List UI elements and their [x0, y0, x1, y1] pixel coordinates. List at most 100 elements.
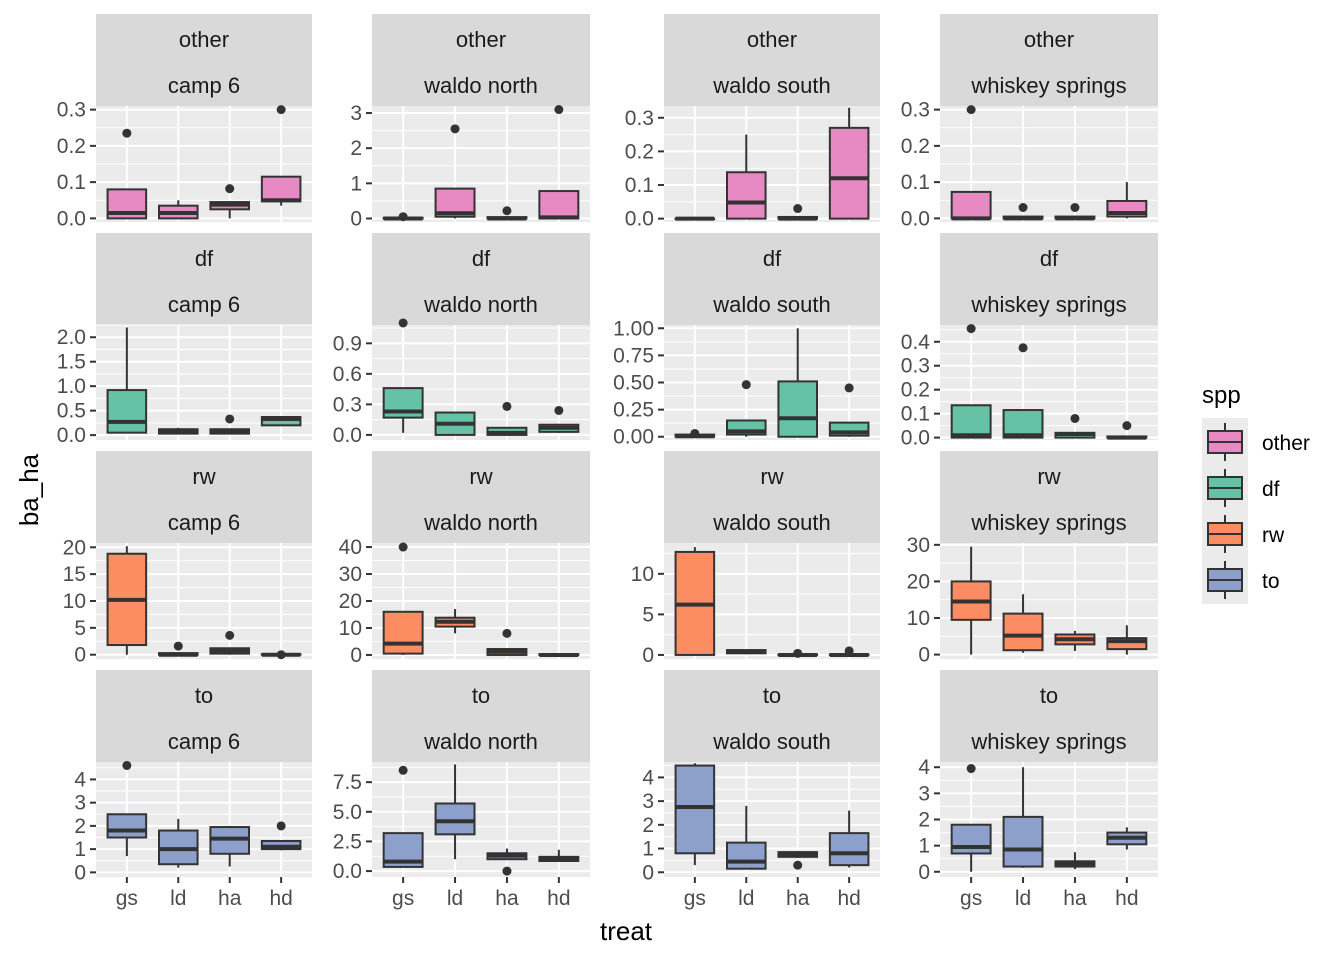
legend-item-to: to [1207, 561, 1280, 599]
boxplot-ha [209, 825, 251, 867]
boxplot-hd [538, 405, 580, 433]
boxplot-ld [726, 134, 767, 220]
x-tick-label: ld [1015, 887, 1031, 910]
x-tick-label: ha [786, 887, 810, 910]
y-tick-label: 5.0 [333, 801, 362, 824]
box-iqr [828, 126, 870, 220]
boxplot-hd [828, 383, 870, 437]
boxplot-hd [828, 107, 870, 220]
boxplot-ha [1054, 413, 1096, 439]
boxplot-ha [1054, 630, 1096, 651]
strip-label-spp: rw [469, 464, 492, 489]
boxplot-gs [674, 547, 716, 656]
strip-label-spp: other [456, 27, 506, 52]
facet-panel: df camp 6 0.00.51.01.52.0 [57, 233, 312, 447]
facet-panel: rw whiskey springs 0 10 20 30 [907, 451, 1158, 667]
boxplot-hd [538, 652, 580, 657]
y-tick-label: 1.0 [57, 375, 86, 398]
y-tick-label: 0.00 [613, 426, 654, 449]
outlier-point [1018, 343, 1028, 353]
y-tick-label: 0.6 [333, 363, 362, 386]
outlier-point [398, 542, 408, 552]
facet-panel: rw waldo north 0 10 20 30 40 [339, 451, 590, 667]
strip-label-site: whiskey springs [970, 729, 1126, 754]
outlier-point [276, 105, 286, 115]
box-iqr [260, 175, 302, 203]
outlier-point [502, 401, 512, 411]
y-tick-label: 0 [642, 644, 654, 667]
strip-label-site: whiskey springs [970, 292, 1126, 317]
strip-label-spp: to [763, 683, 781, 708]
boxplot-gs [382, 212, 424, 222]
y-tick-label: 0.1 [901, 171, 930, 194]
box-iqr [777, 380, 819, 438]
strip-label-site: waldo south [712, 73, 830, 98]
boxplot-hd [1106, 625, 1148, 655]
y-tick-label: 10 [907, 607, 930, 630]
box-iqr [434, 802, 476, 836]
box-iqr [950, 404, 992, 439]
strip-label-spp: df [472, 246, 491, 271]
x-tick-label: gs [960, 887, 982, 910]
boxplot-gs [950, 105, 992, 221]
strip-label-spp: to [472, 683, 490, 708]
y-axis-title: ba_ha [14, 453, 44, 526]
strip-label-spp: rw [760, 464, 783, 489]
x-tick-label: ha [1063, 887, 1087, 910]
x-tick-label: gs [116, 887, 138, 910]
legend-label: to [1262, 570, 1280, 593]
box-iqr [1002, 409, 1044, 439]
outlier-point [793, 204, 803, 214]
boxplot-ld [1002, 203, 1044, 221]
y-tick-label: 0.0 [625, 208, 654, 231]
facet-panel: rw waldo south 0 5 10 [631, 451, 880, 667]
facet-panel: other waldo south 0.0 0.1 0.2 0.3 [625, 14, 880, 231]
y-tick-label: 10 [631, 563, 654, 586]
facet-strip [96, 233, 312, 325]
strip-label-site: camp 6 [168, 73, 240, 98]
boxplot-ld [434, 609, 476, 634]
boxplot-gs [674, 216, 716, 221]
box-iqr [1002, 815, 1044, 868]
y-tick-label: 0.2 [901, 135, 930, 158]
outlier-point [966, 105, 976, 115]
strip-label-site: waldo south [712, 510, 830, 535]
x-tick-label: ha [495, 887, 519, 910]
strip-label-spp: to [1040, 683, 1058, 708]
outlier-point [1070, 203, 1080, 212]
outlier-point [741, 380, 751, 390]
y-tick-label: 0.0 [901, 207, 930, 230]
y-tick-label: 0 [642, 861, 654, 884]
y-tick-label: 4 [74, 768, 86, 791]
boxplot-ha [209, 184, 251, 219]
boxplot-ha [209, 414, 251, 435]
legend-label: other [1262, 432, 1310, 455]
box-iqr [538, 190, 580, 220]
facet-strip [96, 14, 312, 106]
x-tick-label: hd [837, 887, 860, 910]
strip-label-site: waldo south [712, 292, 830, 317]
boxplot-hd [828, 810, 870, 868]
boxplot-gs [106, 760, 148, 857]
legend-item-other: other [1207, 423, 1310, 461]
y-tick-label: 0.2 [57, 135, 86, 158]
x-tick-label: hd [1115, 887, 1138, 910]
x-tick-label: gs [684, 887, 706, 910]
boxplot-ha [486, 628, 528, 656]
x-tick-label: ld [738, 887, 754, 910]
boxplot-ha [777, 204, 819, 221]
box-iqr [950, 823, 992, 855]
legend: spp other df rw to [1202, 382, 1310, 604]
facet-strip [96, 670, 312, 762]
facet-strip [664, 670, 880, 762]
strip-label-site: whiskey springs [970, 73, 1126, 98]
boxplot-hd [538, 105, 580, 220]
y-tick-label: 0.3 [901, 99, 930, 122]
outlier-point [793, 860, 803, 870]
facet-strip [940, 233, 1158, 325]
box-iqr [726, 841, 767, 870]
y-tick-label: 2 [74, 815, 86, 838]
boxplot-gs [106, 546, 148, 655]
